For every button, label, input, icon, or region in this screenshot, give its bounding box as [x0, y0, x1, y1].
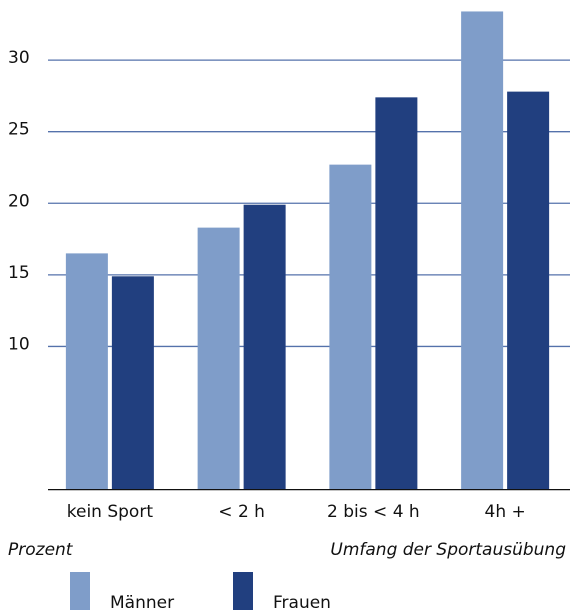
y-tick-label: 20 [8, 191, 30, 211]
legend-swatch [70, 572, 90, 610]
legend-label: Frauen [273, 593, 331, 613]
x-tick-label: 2 bis < 4 h [327, 502, 420, 522]
bar [461, 11, 504, 490]
y-tick-label: 25 [8, 120, 30, 140]
y-tick-label: 10 [8, 334, 30, 354]
bar [375, 97, 418, 490]
x-tick-label: 4h + [485, 502, 526, 522]
x-tick-label: kein Sport [67, 502, 154, 522]
x-tick-label: < 2 h [218, 502, 265, 522]
y-tick-label: 15 [8, 263, 30, 283]
bar [507, 91, 550, 490]
bar [329, 164, 372, 490]
bar [65, 253, 108, 490]
bar [197, 227, 240, 490]
x-axis-label: Umfang der Sportausübung [330, 540, 566, 560]
legend-label: Männer [110, 593, 174, 613]
y-tick-label: 30 [8, 48, 30, 68]
y-axis-label: Prozent [8, 540, 74, 560]
bar [111, 276, 154, 490]
bar [243, 204, 286, 490]
legend-swatch [233, 572, 253, 610]
